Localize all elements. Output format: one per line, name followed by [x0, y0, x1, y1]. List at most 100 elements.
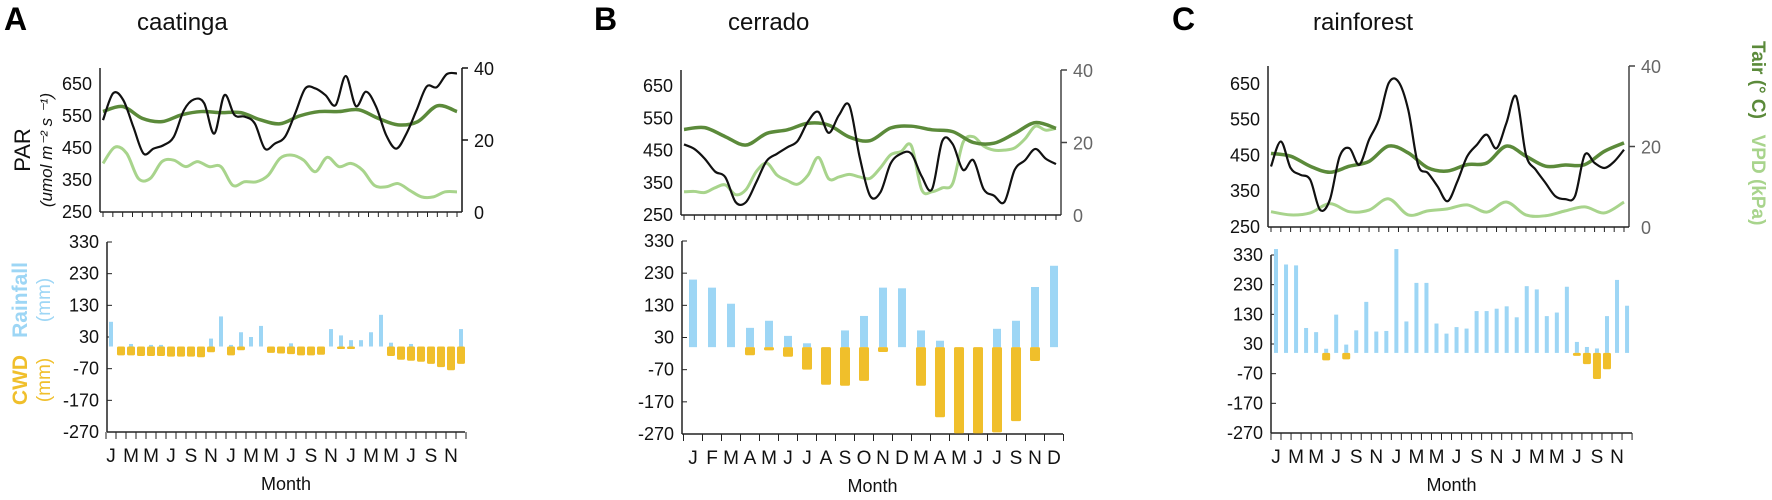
month-label: J: [802, 448, 812, 469]
rainfall-bar: [1031, 286, 1039, 348]
cwd-bar: [297, 346, 305, 356]
panel-title: caatinga: [137, 9, 228, 36]
cwd-bar: [197, 346, 205, 358]
cwd-bar: [1030, 347, 1040, 361]
month-label: N: [1490, 447, 1504, 468]
month-label: J: [1331, 447, 1341, 468]
cwd-bar: [317, 346, 325, 355]
month-label: M: [263, 446, 279, 467]
rainfall-bar: [459, 329, 463, 347]
y2-tick-label: 40: [474, 59, 494, 79]
y-tick-label: 330: [1233, 245, 1263, 265]
month-label: J: [992, 448, 1002, 469]
cwd-bar: [992, 347, 1002, 433]
rainfall-bar: [1524, 286, 1529, 353]
cwd-bar: [397, 346, 405, 360]
month-label: N: [1028, 448, 1042, 469]
cwd-bar: [347, 346, 355, 350]
cwd-bar: [227, 346, 235, 356]
cwd-bar: [427, 346, 435, 364]
month-label: M: [243, 446, 259, 467]
rainfall-bar: [1384, 330, 1389, 353]
rainfall-bar: [1534, 289, 1539, 353]
rainfall-bar: [1564, 286, 1569, 353]
rainfall-bar: [689, 279, 697, 348]
rainfall-bar: [841, 330, 849, 348]
rainfall-bar: [1424, 282, 1429, 353]
month-label: S: [1591, 447, 1604, 468]
y-tick-label: 130: [69, 295, 99, 315]
y-tick-label: 450: [62, 138, 92, 158]
vpd-line: [1270, 197, 1625, 218]
month-label: M: [761, 448, 777, 469]
cwd-bar: [1582, 352, 1591, 365]
cwd-bar: [117, 346, 125, 356]
y2-tick-label: 20: [1073, 134, 1093, 154]
y-tick-label: 450: [1230, 145, 1260, 165]
month-label: N: [1369, 447, 1383, 468]
y-tick-label: -270: [1227, 423, 1263, 443]
cwd-bar: [277, 346, 285, 354]
cwd-bar: [157, 346, 165, 356]
y-tick-label: 350: [1230, 181, 1260, 201]
rainfall-bar: [369, 332, 373, 347]
month-label: S: [1350, 447, 1363, 468]
cwd-bar: [127, 346, 135, 356]
month-label: M: [1308, 447, 1324, 468]
cwd-bar: [745, 347, 755, 356]
month-label: J: [783, 448, 793, 469]
rainfall-bar: [1615, 279, 1620, 353]
month-label: J: [1512, 447, 1522, 468]
month-label: S: [1470, 447, 1483, 468]
cwd-bar: [387, 346, 395, 356]
rainfall-bar: [1554, 312, 1559, 353]
y-tick-label: 30: [1243, 334, 1263, 354]
x-axis-title: Month: [847, 476, 897, 496]
rainfall-bar: [129, 343, 133, 347]
cwd-bar: [821, 347, 831, 385]
y-tick-label: 250: [62, 202, 92, 222]
y2-tick-label: 40: [1073, 61, 1093, 81]
month-label: S: [839, 448, 852, 469]
tair-line: [683, 120, 1057, 147]
month-label: M: [723, 448, 739, 469]
rainfall-bar: [149, 344, 153, 347]
cwd-bar: [840, 347, 850, 386]
panel-title: cerrado: [728, 9, 809, 36]
y-tick-label: -170: [638, 392, 674, 412]
y-tick-label: 350: [643, 173, 673, 193]
month-label: M: [1409, 447, 1425, 468]
rainfall-bar: [109, 321, 113, 347]
rainfall-bar: [229, 344, 233, 347]
month-label: M: [951, 448, 967, 469]
par-line: [101, 71, 458, 156]
rainfall-bar: [1414, 282, 1419, 353]
month-label: J: [1392, 447, 1402, 468]
y2-tick-label: 20: [474, 131, 494, 151]
rainfall-bar: [349, 340, 353, 347]
month-label: J: [406, 446, 416, 467]
y-tick-label: 650: [62, 74, 92, 94]
cwd-bar: [935, 347, 945, 418]
tair-line: [102, 103, 458, 127]
tair-line: [1270, 141, 1625, 175]
month-label: A: [820, 448, 833, 469]
rainfall-bar: [1434, 323, 1439, 353]
rainfall-bar: [409, 343, 413, 347]
rainfall-bar: [219, 316, 223, 347]
rainfall-bar: [1584, 346, 1589, 353]
y-tick-label: -70: [648, 360, 674, 380]
y-tick-label: 230: [69, 264, 99, 284]
y2-tick-label: 40: [1641, 57, 1661, 77]
y-tick-label: 230: [644, 263, 674, 283]
rainfall-bar: [1274, 249, 1278, 353]
rainfall-bar: [1504, 306, 1509, 353]
month-label: A: [744, 448, 757, 469]
right-axis-labels: Tair (° C) VPD (kPa): [1747, 41, 1768, 225]
month-label: J: [1271, 447, 1281, 468]
month-label: M: [143, 446, 159, 467]
y-tick-label: -70: [73, 359, 99, 379]
